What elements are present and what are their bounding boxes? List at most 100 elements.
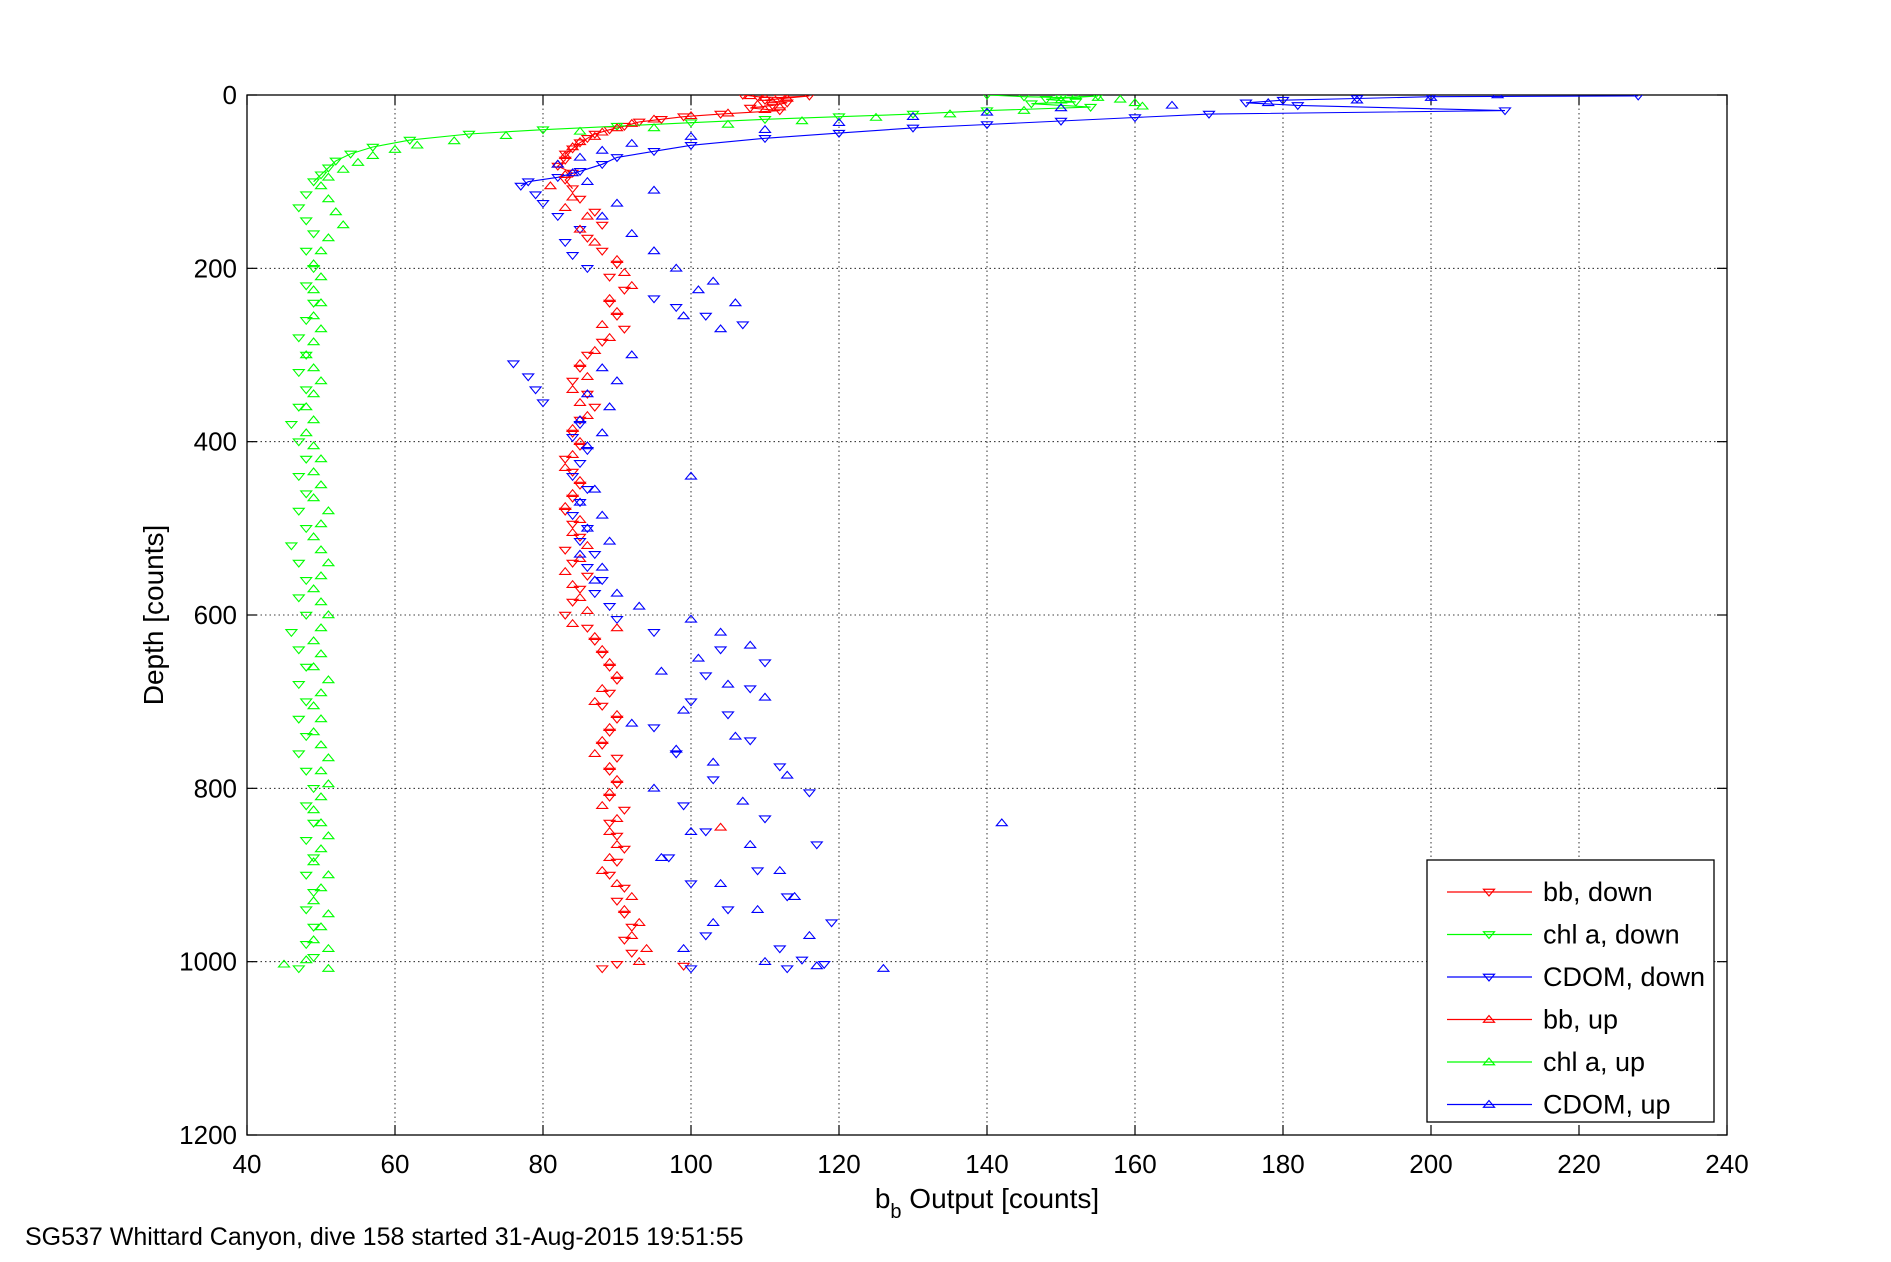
data-point [588,237,602,246]
data-point [299,247,313,256]
data-point [610,709,624,718]
data-point [588,484,602,493]
data-point [1424,95,1438,101]
data-point [314,545,328,554]
data-point [773,865,787,874]
data-point [314,649,328,658]
data-point [602,767,617,776]
data-point [610,154,624,163]
data-point [314,818,328,827]
y-tick-label: 0 [223,80,237,110]
data-point [573,364,587,373]
data-point [595,577,609,586]
data-point [558,150,572,159]
data-point [306,896,321,905]
data-point [1017,105,1031,114]
data-point [565,185,580,194]
data-point [299,402,313,411]
data-point [306,854,321,863]
data-point [588,637,602,646]
data-point [314,571,328,580]
data-point [565,579,580,588]
data-point [1350,95,1364,104]
data-point [573,358,587,367]
data-point [1202,110,1216,119]
data-point [580,265,595,274]
data-point [1039,96,1053,105]
data-point [625,891,639,900]
data-point [795,956,809,965]
data-point [780,770,794,779]
legend-marker [1482,931,1496,940]
data-point [610,123,624,132]
data-point [713,324,728,333]
data-point [654,666,669,675]
data-point [580,351,595,360]
data-point [684,141,698,151]
data-point [306,857,321,866]
data-point [306,935,321,944]
data-point [758,692,772,701]
data-point [617,286,632,295]
data-point [321,233,336,242]
data-point [713,627,728,636]
data-point [602,657,617,666]
data-point [669,750,683,759]
data-point [773,95,786,103]
data-point [588,590,602,599]
x-tick-label: 80 [529,1149,558,1179]
data-point [647,724,661,733]
data-point [804,95,815,101]
data-point [647,123,661,132]
data-point [691,653,706,662]
data-point [1024,100,1039,109]
data-point [292,403,306,412]
data-point [676,311,691,320]
data-point [573,549,587,558]
data-point [299,837,313,846]
data-point [573,224,587,233]
data-point [736,796,750,805]
data-point [595,650,609,659]
data-point [691,285,706,294]
data-point [758,135,772,144]
data-point [299,577,313,586]
data-point [573,152,587,161]
data-point [602,793,617,802]
data-point [750,904,765,913]
data-point [758,659,772,668]
data-point [306,954,321,963]
data-point [802,930,817,939]
data-point [610,588,624,597]
series-chl-a-down [284,95,1103,974]
data-point [832,113,846,122]
data-point [1239,99,1253,108]
data-point [573,436,587,445]
data-point [602,536,617,545]
data-point [610,878,624,887]
data-point [602,761,617,770]
data-point [625,118,639,127]
data-point [595,127,609,136]
data-point [602,852,617,861]
data-point [610,198,624,207]
data-point [876,963,891,972]
data-point [284,629,299,638]
legend-label: chl a, up [1543,1047,1645,1077]
y-tick-label: 800 [194,773,237,803]
data-point [610,715,624,724]
data-point [595,702,609,711]
data-point [462,130,476,139]
data-point [595,683,609,692]
data-point [625,923,639,932]
data-point [573,533,587,542]
data-point [595,363,609,372]
data-point [314,246,328,255]
data-point [676,802,691,811]
data-point [1069,98,1083,107]
data-point [321,870,336,879]
data-point [565,429,580,438]
data-point [565,512,580,521]
data-point [743,95,757,100]
